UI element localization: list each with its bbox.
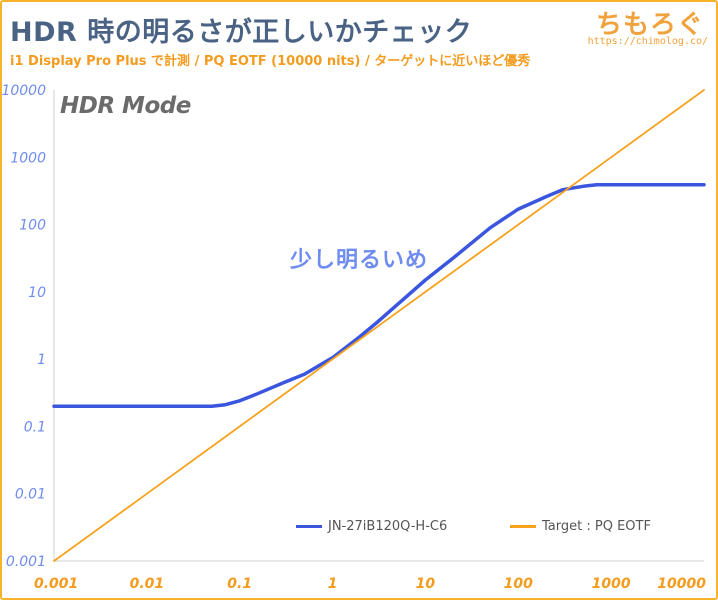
- legend-swatch-measured: [296, 525, 322, 528]
- y-tick-label: 1: [37, 352, 46, 368]
- y-tick-label: 0.1: [24, 419, 46, 435]
- x-tick-label: 0.1: [227, 576, 252, 592]
- site-logo: ちもろぐ: [595, 10, 704, 40]
- mode-label: HDR Mode: [60, 93, 191, 119]
- y-tick-label: 10000: [1, 83, 46, 99]
- x-tick-label: 1: [328, 576, 338, 592]
- chart-annotation: 少し明るいめ: [290, 248, 429, 273]
- x-tick-label: 0.001: [34, 576, 78, 592]
- series-line-target: [53, 89, 705, 562]
- chart-subtitle: i1 Display Pro Plus で計測 / PQ EOTF (10000…: [10, 54, 531, 69]
- y-tick-label: 0.01: [15, 487, 46, 503]
- series-line-measured: [52, 183, 706, 408]
- y-tick-label: 1000: [10, 150, 46, 166]
- x-tick-label: 10: [416, 576, 436, 592]
- x-tick-label: 0.01: [130, 576, 165, 592]
- x-tick-label: 1000: [592, 576, 631, 592]
- legend-label-target: Target : PQ EOTF: [542, 519, 651, 534]
- chart-title: HDR 時の明るさが正しいかチェック: [10, 17, 473, 48]
- y-tick-label: 100: [19, 218, 46, 234]
- y-tick-label: 0.001: [6, 554, 46, 570]
- site-url: https://chimolog.co/: [587, 36, 708, 47]
- y-tick-label: 10: [28, 285, 46, 301]
- x-tick-label: 10000: [657, 576, 706, 592]
- legend-swatch-target: [510, 525, 536, 528]
- legend-item-target: Target : PQ EOTF: [510, 519, 651, 534]
- legend-label-measured: JN-27iB120Q-H-C6: [328, 519, 448, 534]
- legend-item-measured: JN-27iB120Q-H-C6: [296, 519, 447, 534]
- x-tick-label: 100: [504, 576, 533, 592]
